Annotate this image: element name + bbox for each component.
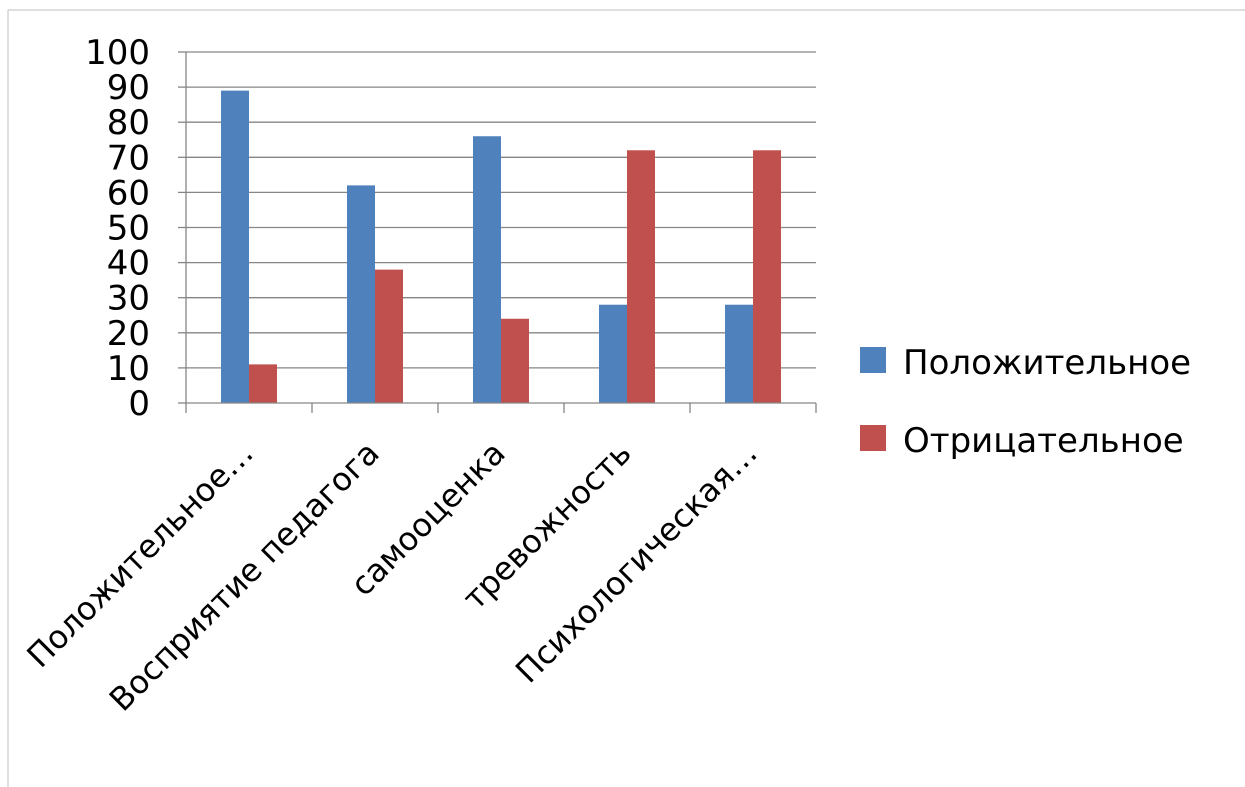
y-tick-label: 100	[85, 33, 150, 73]
bar-negative	[249, 364, 277, 403]
y-tick-label: 40	[107, 244, 150, 284]
y-tick-label: 0	[128, 384, 150, 424]
y-tick-label: 70	[107, 138, 150, 178]
bar-negative	[627, 150, 655, 403]
y-tick-label: 80	[107, 103, 150, 143]
bar-positive	[347, 185, 375, 403]
legend-swatch	[860, 425, 886, 451]
legend-label: Положительное	[903, 343, 1191, 383]
y-tick-label: 60	[107, 173, 150, 213]
bar-negative	[375, 269, 403, 403]
category-label: Психологическая…	[508, 434, 765, 691]
y-tick-label: 50	[107, 209, 150, 249]
legend: Положительное Отрицательное	[860, 343, 1191, 461]
category-label: Положительное…	[19, 434, 260, 675]
bar-positive	[473, 136, 501, 404]
legend-label: Отрицательное	[903, 421, 1184, 461]
bar-negative	[753, 150, 781, 403]
y-tick-label: 20	[107, 314, 150, 354]
category-labels: Положительное…Восприятие педагогасамооце…	[19, 434, 764, 719]
y-tick-label: 10	[107, 349, 150, 389]
bar-positive	[221, 90, 249, 404]
legend-swatch	[860, 347, 886, 373]
bar-negative	[501, 318, 529, 403]
bar-positive	[599, 304, 627, 403]
bars	[221, 90, 781, 404]
y-tick-label: 30	[107, 279, 150, 319]
bar-positive	[725, 304, 753, 403]
y-tick-label: 90	[107, 68, 150, 108]
axes	[178, 51, 817, 413]
